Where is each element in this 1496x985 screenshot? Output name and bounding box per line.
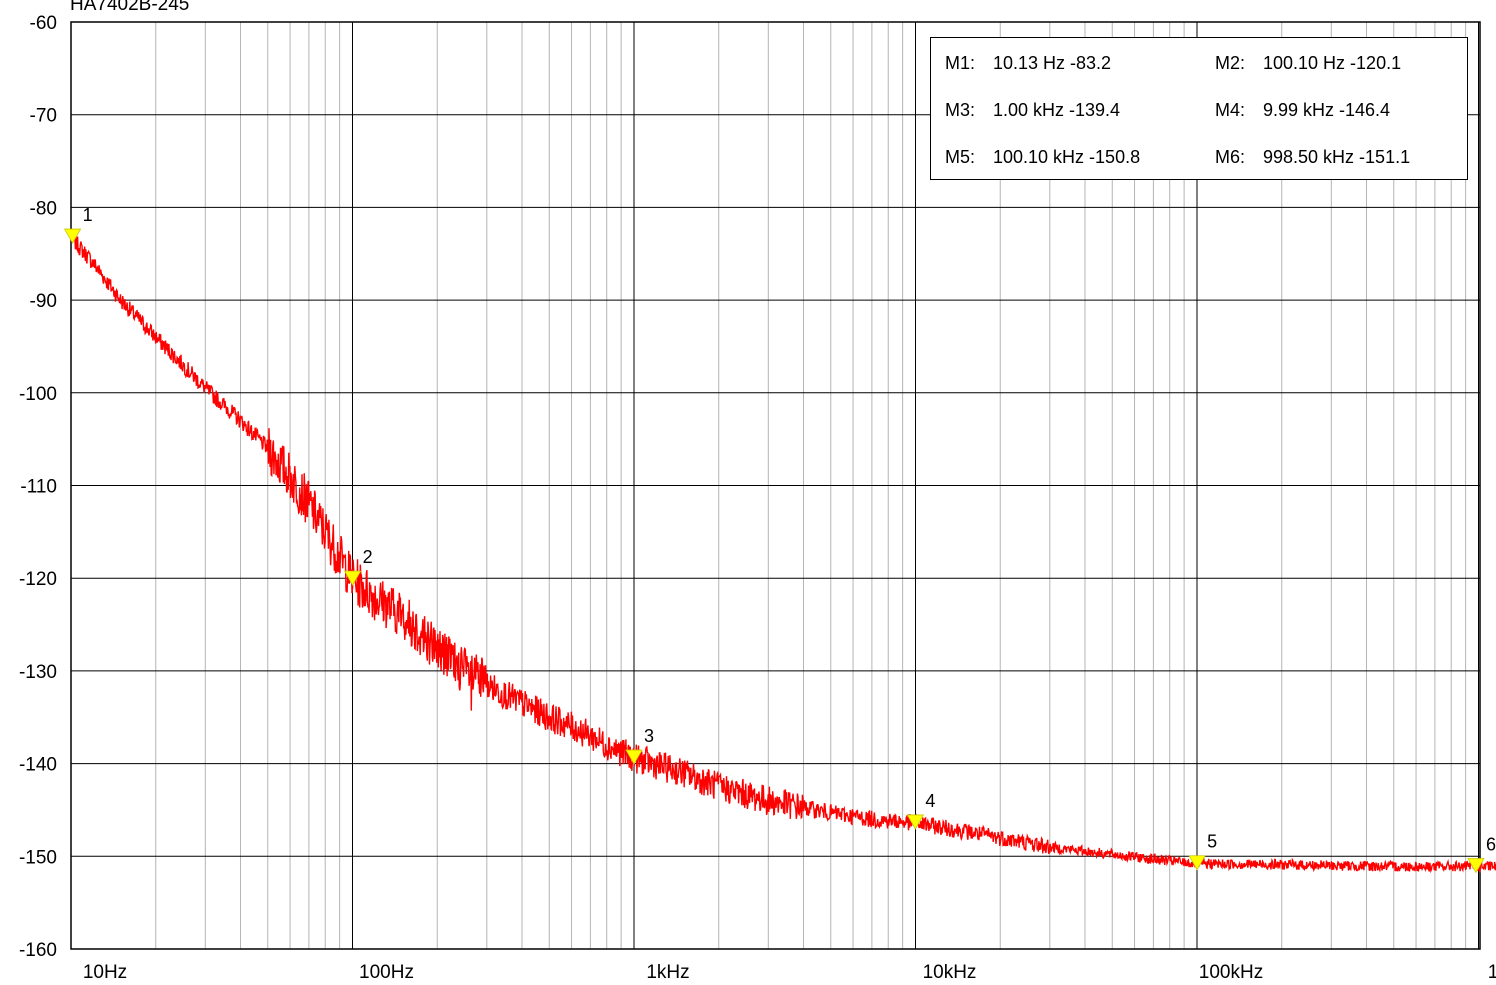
marker-1-triangle xyxy=(63,228,82,244)
marker-6-triangle xyxy=(1467,858,1485,874)
legend-m2-value: 100.10 Hz -120.1 xyxy=(1263,53,1402,73)
marker-legend: M1: 10.13 Hz -83.2 M2: 100.10 Hz -120.1 … xyxy=(930,37,1468,180)
marker-3-triangle xyxy=(625,749,643,765)
x-tick-label: 1kHz xyxy=(646,962,689,983)
marker-2-label: 2 xyxy=(363,547,373,567)
legend-m4-label: M4: xyxy=(1215,100,1246,120)
legend-m5-label: M5: xyxy=(945,147,976,167)
y-tick-label: -120 xyxy=(19,569,57,590)
x-tick-label: 10Hz xyxy=(83,962,127,983)
marker-4-triangle xyxy=(906,814,925,830)
y-tick-label: -160 xyxy=(19,940,57,961)
y-tick-label: -140 xyxy=(19,755,57,776)
legend-m3-value: 1.00 kHz -139.4 xyxy=(993,100,1121,120)
plot-frame xyxy=(70,21,1481,950)
marker-6-label: 6 xyxy=(1486,834,1496,854)
x-tick-label: 1MHz xyxy=(1488,962,1496,983)
y-tick-label: -130 xyxy=(19,662,57,683)
marker-3-label: 3 xyxy=(644,726,654,746)
noise-trace xyxy=(70,230,1496,874)
markers: 1 2 3 4 5 6 xyxy=(63,205,1496,874)
y-tick-label: -150 xyxy=(19,847,57,868)
x-tick-labels: 10Hz 100Hz 1kHz 10kHz 100kHz 1MHz xyxy=(83,962,1496,983)
marker-5-label: 5 xyxy=(1207,832,1217,852)
x-tick-label: 100Hz xyxy=(359,962,414,983)
marker-2-triangle xyxy=(343,570,362,586)
x-tick-label: 10kHz xyxy=(923,962,977,983)
y-tick-label: -100 xyxy=(19,384,57,405)
y-tick-label: -90 xyxy=(30,291,57,312)
chart-title: HA7402B-245 xyxy=(70,0,189,15)
legend-m3-label: M3: xyxy=(945,100,976,120)
marker-4-label: 4 xyxy=(925,791,935,811)
legend-m5-value: 100.10 kHz -150.8 xyxy=(993,147,1141,167)
y-tick-labels: -60 -70 -80 -90 -100 -110 -120 -130 -140 -150 -160 xyxy=(19,13,57,961)
y-tick-label: -70 xyxy=(30,106,57,127)
y-tick-label: -80 xyxy=(30,198,57,219)
legend-m1-value: 10.13 Hz -83.2 xyxy=(993,53,1112,73)
legend-m6-label: M6: xyxy=(1215,147,1246,167)
marker-5-triangle xyxy=(1188,855,1206,871)
legend-m6-value: 998.50 kHz -151.1 xyxy=(1263,147,1411,167)
y-tick-label: -60 xyxy=(30,13,57,34)
x-tick-label: 100kHz xyxy=(1199,962,1263,983)
legend-m2-label: M2: xyxy=(1215,53,1246,73)
y-tick-label: -110 xyxy=(20,477,57,498)
legend-m1-label: M1: xyxy=(945,53,976,73)
legend-m4-value: 9.99 kHz -146.4 xyxy=(1263,100,1391,120)
marker-1-label: 1 xyxy=(83,205,93,225)
